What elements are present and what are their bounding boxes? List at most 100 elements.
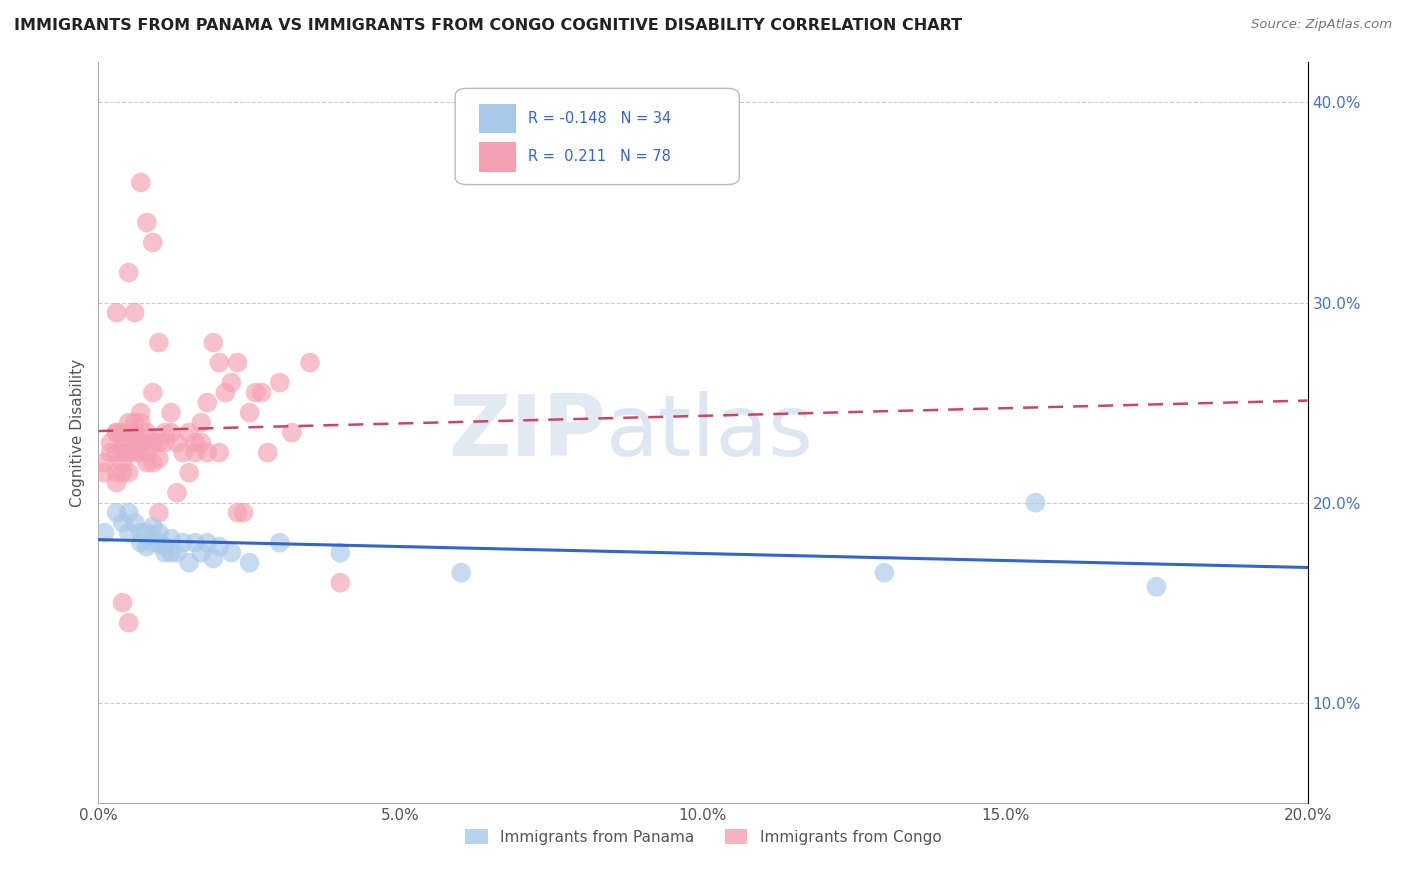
FancyBboxPatch shape [479,103,516,134]
Point [111,456,134,470]
Legend: Immigrants from Panama, Immigrants from Congo: Immigrants from Panama, Immigrants from … [458,822,948,851]
Point [142,456,165,470]
Point [214,385,236,400]
Point [93,456,115,470]
Point [232,506,254,520]
Point [93,525,115,540]
Point [184,435,207,450]
Point [118,416,141,430]
Point [179,425,201,440]
Point [190,435,212,450]
Point [118,506,141,520]
Point [166,485,188,500]
Point [129,525,152,540]
Y-axis label: Cognitive Disability: Cognitive Disability [70,359,86,507]
Point [135,215,157,229]
Point [118,445,141,459]
Point [129,176,152,190]
Point [195,395,218,409]
Point [148,525,170,540]
Point [190,416,212,430]
Point [221,546,243,560]
Text: IMMIGRANTS FROM PANAMA VS IMMIGRANTS FROM CONGO COGNITIVE DISABILITY CORRELATION: IMMIGRANTS FROM PANAMA VS IMMIGRANTS FRO… [14,18,962,33]
Point [100,445,122,459]
Point [105,506,128,520]
Point [250,385,273,400]
Point [226,506,249,520]
Point [269,376,291,390]
Point [111,445,134,459]
Point [329,575,352,590]
Point [124,425,146,440]
Text: atlas: atlas [606,391,814,475]
Point [135,525,157,540]
Point [142,435,165,450]
Point [160,546,183,560]
Point [142,385,165,400]
Point [153,425,176,440]
Point [202,335,225,350]
Point [105,425,128,440]
Point [118,435,141,450]
Point [124,425,146,440]
Point [111,466,134,480]
Point [93,466,115,480]
Point [142,519,165,533]
Point [153,546,176,560]
Point [148,535,170,549]
Point [148,451,170,466]
Point [111,516,134,530]
Point [118,466,141,480]
Point [239,556,262,570]
Point [129,435,152,450]
Point [239,406,262,420]
Point [118,615,141,630]
Point [153,540,176,554]
Point [111,425,134,440]
Point [148,335,170,350]
Point [105,475,128,490]
Point [118,266,141,280]
Point [100,435,122,450]
Point [124,440,146,454]
Text: Source: ZipAtlas.com: Source: ZipAtlas.com [1251,18,1392,31]
Point [135,425,157,440]
Point [256,445,278,459]
Point [148,435,170,450]
Text: R =  0.211   N = 78: R = 0.211 N = 78 [527,149,671,164]
FancyBboxPatch shape [456,88,740,185]
Point [160,406,183,420]
Point [172,535,194,549]
Point [166,435,188,450]
Point [299,355,322,369]
Point [148,506,170,520]
Point [226,355,249,369]
Point [221,376,243,390]
Point [142,535,165,549]
Text: ZIP: ZIP [449,391,606,475]
Point [111,440,134,454]
Point [208,355,231,369]
FancyBboxPatch shape [479,142,516,171]
Point [124,416,146,430]
Point [124,516,146,530]
Point [190,546,212,560]
Point [142,235,165,250]
Point [129,416,152,430]
Point [450,566,472,580]
Point [105,425,128,440]
Point [135,540,157,554]
Point [179,556,201,570]
Point [281,425,304,440]
Point [124,445,146,459]
Point [195,535,218,549]
Point [160,425,183,440]
Point [129,535,152,549]
Point [179,466,201,480]
Point [166,546,188,560]
Point [195,445,218,459]
Point [1024,496,1046,510]
Point [118,525,141,540]
Point [129,406,152,420]
Point [135,456,157,470]
